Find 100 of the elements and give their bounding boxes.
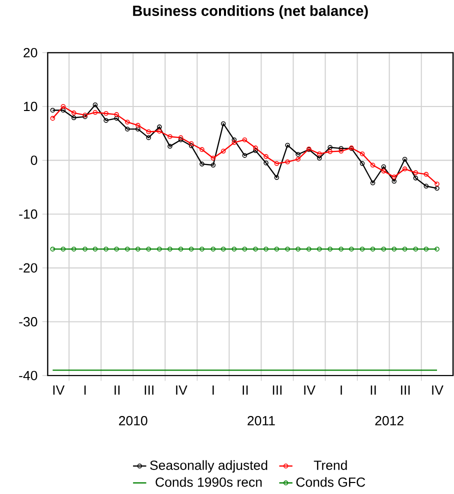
point — [296, 152, 300, 157]
point — [104, 111, 108, 116]
text: IV — [432, 386, 444, 395]
text: III — [272, 386, 282, 395]
legend-label: Seasonally adjusted — [150, 460, 268, 473]
point — [104, 246, 108, 252]
point — [178, 246, 184, 252]
text: I — [212, 386, 214, 395]
point — [328, 149, 332, 154]
point — [188, 143, 194, 148]
point — [424, 172, 429, 177]
point — [220, 121, 226, 126]
point — [232, 246, 237, 252]
point — [264, 246, 268, 252]
point — [82, 246, 88, 252]
point — [285, 160, 290, 164]
point — [242, 153, 248, 158]
point — [338, 246, 344, 252]
point — [413, 246, 418, 252]
point — [285, 246, 290, 252]
point — [168, 246, 172, 252]
point — [381, 164, 386, 170]
point — [274, 246, 280, 252]
point — [220, 148, 226, 154]
point — [381, 168, 386, 174]
point — [328, 246, 332, 252]
y-tick-label: 20 — [24, 48, 38, 58]
point — [317, 156, 322, 161]
y-tick-label: -20 — [19, 263, 38, 273]
point — [114, 246, 119, 252]
text: IV — [304, 386, 316, 395]
point — [232, 137, 237, 142]
point — [413, 170, 418, 176]
point — [370, 180, 376, 186]
point — [338, 146, 344, 151]
point — [168, 134, 172, 139]
text: I — [84, 386, 86, 395]
point — [146, 129, 151, 134]
x-tick-label: 2010 — [119, 416, 148, 426]
point — [125, 120, 130, 124]
point — [60, 108, 66, 113]
y-tick-label: -10 — [19, 209, 38, 219]
point — [253, 148, 258, 153]
point — [338, 148, 344, 154]
x-tick-label: 2012 — [375, 416, 404, 426]
point — [168, 144, 172, 149]
text: IV — [176, 386, 188, 395]
point — [136, 122, 140, 128]
legend-label: Trend — [314, 460, 347, 470]
point — [402, 246, 408, 252]
point — [424, 184, 429, 189]
point — [370, 162, 376, 168]
point — [253, 146, 258, 150]
y-tick-label: -30 — [19, 317, 38, 326]
point — [92, 110, 98, 115]
text: IV — [53, 386, 65, 395]
point — [71, 115, 76, 120]
point — [157, 128, 162, 134]
point — [253, 246, 258, 252]
point — [210, 156, 216, 161]
y-tick-label: -40 — [19, 370, 38, 380]
x-tick-label: 2011 — [248, 416, 275, 426]
text: II — [370, 386, 376, 395]
point — [92, 246, 98, 252]
point — [317, 151, 322, 156]
text: II — [114, 386, 120, 395]
point — [71, 110, 76, 116]
legend-label: Conds 1990s recn — [156, 477, 262, 487]
point — [360, 246, 365, 252]
point — [200, 147, 204, 152]
point — [136, 246, 140, 252]
point — [210, 162, 216, 168]
point — [146, 246, 151, 252]
point — [392, 178, 397, 184]
point — [200, 162, 204, 166]
chart-title: Business conditions (net balance) — [133, 5, 368, 19]
point — [188, 141, 194, 146]
point — [381, 246, 386, 252]
legend-label: Conds GFC — [296, 477, 366, 487]
point — [392, 246, 397, 252]
point — [146, 135, 151, 140]
text: III — [144, 386, 154, 395]
point — [392, 174, 397, 180]
point — [210, 246, 216, 252]
point — [264, 160, 268, 166]
text: I — [340, 386, 342, 395]
point — [92, 102, 98, 108]
point — [402, 166, 408, 172]
point — [296, 246, 300, 252]
point — [424, 246, 429, 252]
point — [60, 246, 66, 252]
y-tick-label: 10 — [24, 102, 38, 112]
point — [274, 175, 280, 180]
point — [125, 126, 130, 132]
point — [328, 144, 332, 150]
text: II — [242, 386, 248, 395]
point — [114, 112, 119, 117]
point — [402, 156, 408, 162]
point — [71, 246, 76, 252]
text: III — [401, 386, 410, 395]
